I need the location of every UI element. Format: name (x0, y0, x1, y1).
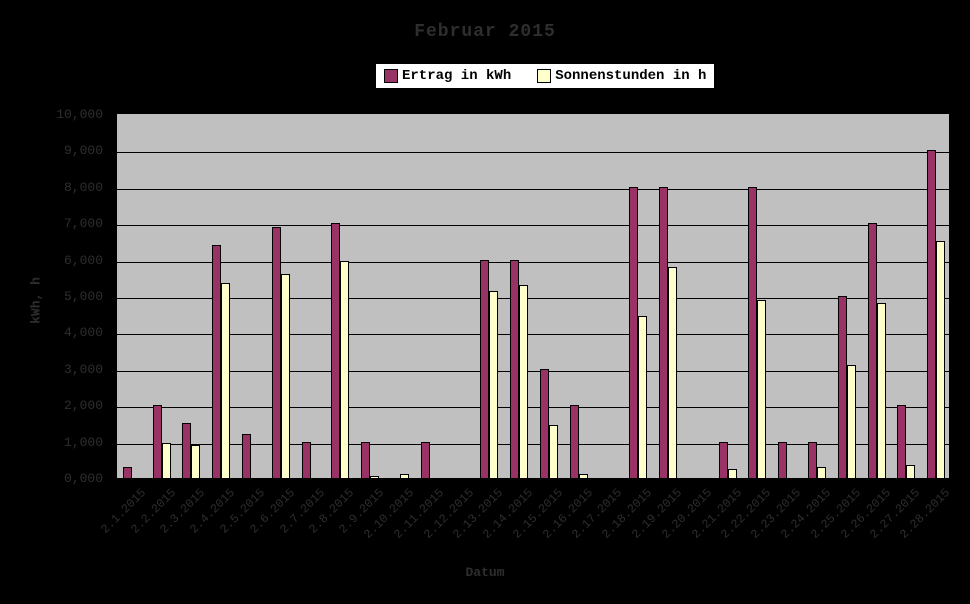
plot-area (116, 113, 950, 479)
legend-label-ertrag: Ertrag in kWh (402, 68, 512, 84)
y-tick-label-4: 4,000 (63, 325, 103, 340)
bar-ertrag-2.23.2015 (778, 442, 787, 478)
gridline-9 (117, 152, 949, 153)
bar-ertrag-2.2.2015 (153, 405, 162, 478)
bar-ertrag-2.14.2015 (510, 260, 519, 478)
bar-sonnenstunden-2.27.2015 (906, 465, 915, 478)
bar-ertrag-2.19.2015 (659, 187, 668, 478)
bar-sonnenstunden-2.28.2015 (936, 241, 945, 478)
gridline-5 (117, 298, 949, 299)
bar-ertrag-2.13.2015 (480, 260, 489, 478)
y-tick-label-1: 1,000 (63, 435, 103, 450)
bar-ertrag-2.24.2015 (808, 442, 817, 478)
y-tick-label-2: 2,000 (63, 398, 103, 413)
bar-ertrag-2.16.2015 (570, 405, 579, 478)
bar-sonnenstunden-2.26.2015 (877, 303, 886, 478)
bar-sonnenstunden-2.6.2015 (281, 274, 290, 478)
bar-ertrag-2.11.2015 (421, 442, 430, 478)
bar-ertrag-2.26.2015 (868, 223, 877, 478)
y-tick-label-7: 7,000 (63, 216, 103, 231)
bar-ertrag-2.27.2015 (897, 405, 906, 478)
bar-sonnenstunden-2.25.2015 (847, 365, 856, 478)
bar-ertrag-2.21.2015 (719, 442, 728, 478)
bar-ertrag-2.5.2015 (242, 434, 251, 478)
x-axis-title: Datum (465, 565, 505, 580)
bar-sonnenstunden-2.15.2015 (549, 425, 558, 478)
gridline-4 (117, 334, 949, 335)
bar-sonnenstunden-2.24.2015 (817, 467, 826, 478)
y-tick-label-0: 0,000 (63, 471, 103, 486)
bar-sonnenstunden-2.8.2015 (340, 261, 349, 478)
gridline-2 (117, 407, 949, 408)
gridline-1 (117, 444, 949, 445)
legend-swatch-ertrag-icon (384, 69, 398, 83)
bar-sonnenstunden-2.22.2015 (757, 300, 766, 478)
y-tick-label-9: 9,000 (63, 143, 103, 158)
bar-sonnenstunden-2.13.2015 (489, 291, 498, 478)
bar-sonnenstunden-2.4.2015 (221, 283, 230, 478)
legend-label-sonnenstunden: Sonnenstunden in h (555, 68, 707, 84)
chart-title: Februar 2015 (414, 22, 556, 42)
bar-sonnenstunden-2.10.2015 (400, 474, 409, 478)
bar-sonnenstunden-2.19.2015 (668, 267, 677, 478)
legend-item-ertrag: Ertrag in kWh (384, 68, 511, 84)
bar-sonnenstunden-2.18.2015 (638, 316, 647, 478)
gridline-3 (117, 371, 949, 372)
bar-ertrag-2.25.2015 (838, 296, 847, 478)
y-tick-label-8: 8,000 (63, 180, 103, 195)
legend-item-sonnenstunden: Sonnenstunden in h (537, 68, 706, 84)
y-tick-label-6: 6,000 (63, 253, 103, 268)
bar-ertrag-2.22.2015 (748, 187, 757, 478)
y-tick-label-3: 3,000 (63, 362, 103, 377)
bar-ertrag-2.1.2015 (123, 467, 132, 478)
bar-sonnenstunden-2.21.2015 (728, 469, 737, 478)
bar-ertrag-2.15.2015 (540, 369, 549, 478)
gridline-6 (117, 262, 949, 263)
bar-sonnenstunden-2.9.2015 (370, 476, 379, 478)
legend-swatch-sonnenstunden-icon (537, 69, 552, 83)
bar-ertrag-2.6.2015 (272, 227, 281, 478)
bar-sonnenstunden-2.2.2015 (162, 443, 171, 478)
bar-ertrag-2.9.2015 (361, 442, 370, 478)
bar-ertrag-2.8.2015 (331, 223, 340, 478)
y-tick-label-5: 5,000 (63, 289, 103, 304)
bar-ertrag-2.18.2015 (629, 187, 638, 478)
legend: Ertrag in kWh Sonnenstunden in h (374, 62, 717, 90)
bar-sonnenstunden-2.16.2015 (579, 474, 588, 478)
bar-sonnenstunden-2.3.2015 (191, 445, 200, 478)
bar-ertrag-2.7.2015 (302, 442, 311, 478)
gridline-7 (117, 225, 949, 226)
gridline-8 (117, 189, 949, 190)
bar-ertrag-2.28.2015 (927, 150, 936, 478)
bar-ertrag-2.3.2015 (182, 423, 191, 478)
bar-sonnenstunden-2.14.2015 (519, 285, 528, 478)
y-tick-label-10: 10,000 (56, 107, 103, 122)
bar-ertrag-2.4.2015 (212, 245, 221, 478)
